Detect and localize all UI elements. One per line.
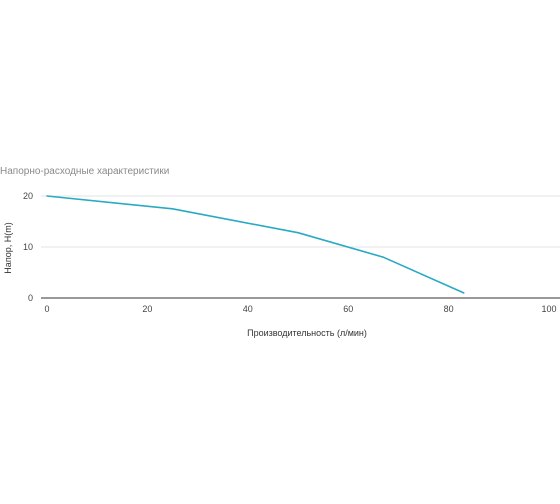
y-tick-label: 10 xyxy=(23,242,33,252)
x-axis-ticks: 0 20 40 60 80 100 xyxy=(44,304,556,314)
series-group xyxy=(46,195,465,294)
x-tick-label: 40 xyxy=(243,304,253,314)
x-tick-label: 80 xyxy=(444,304,454,314)
y-tick-label: 0 xyxy=(28,293,33,303)
x-tick-label: 60 xyxy=(343,304,353,314)
x-tick-label: 0 xyxy=(44,304,49,314)
chart-title: Напорно-расходные характеристики xyxy=(0,166,169,177)
x-tick-label: 20 xyxy=(142,304,152,314)
series-line-0 xyxy=(46,195,465,294)
y-axis-ticks: 0 10 20 xyxy=(23,191,33,303)
x-tick-label: 100 xyxy=(541,304,556,314)
y-axis-label: Напор, H(m) xyxy=(3,222,13,273)
gridlines xyxy=(41,195,560,299)
x-axis-label: Производительность (л/мин) xyxy=(247,328,367,338)
y-tick-label: 20 xyxy=(23,191,33,201)
